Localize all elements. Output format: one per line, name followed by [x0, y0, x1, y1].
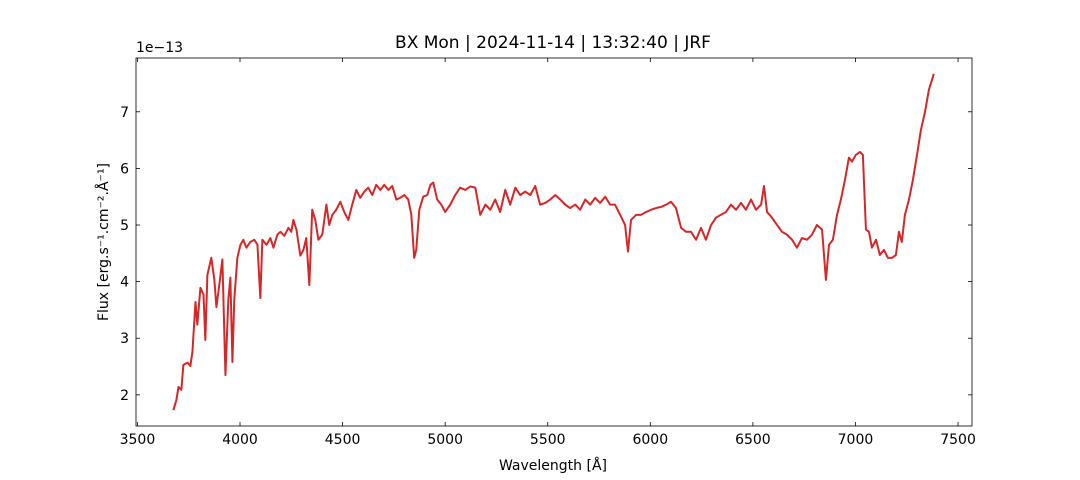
y-tick-label: 5 — [120, 218, 129, 234]
offset-label: 1e−13 — [136, 40, 183, 56]
x-tick-label: 7500 — [940, 432, 976, 448]
y-tick-label: 2 — [120, 388, 129, 404]
x-tick-label: 5500 — [530, 432, 566, 448]
plot-frame — [135, 57, 973, 427]
y-tick-label: 7 — [120, 105, 129, 121]
x-axis-label: Wavelength [Å] — [499, 457, 607, 474]
x-tick-label: 6000 — [632, 432, 668, 448]
x-tick-label: 4500 — [325, 432, 361, 448]
x-tick-label: 7000 — [838, 432, 874, 448]
spectrum-line — [172, 73, 935, 411]
x-tick-label: 4000 — [222, 432, 258, 448]
y-axis-label: Flux [erg.s⁻¹.cm⁻².Å⁻¹] — [95, 163, 112, 321]
y-tick-label: 3 — [120, 331, 129, 347]
x-tick-label: 5000 — [427, 432, 463, 448]
x-tick-label: 3500 — [120, 432, 156, 448]
chart-title: BX Mon | 2024-11-14 | 13:32:40 | JRF — [395, 33, 711, 53]
y-tick-label: 6 — [120, 161, 129, 177]
x-tick-label: 6500 — [735, 432, 771, 448]
y-tick-label: 4 — [120, 275, 129, 291]
